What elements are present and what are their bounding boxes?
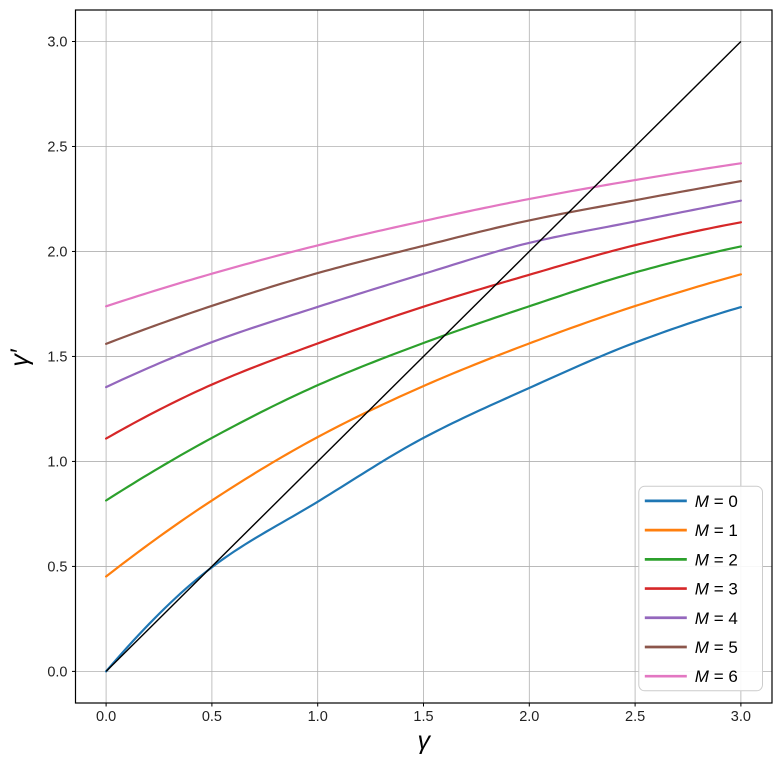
svg-text:M = 4: M = 4	[695, 609, 738, 628]
svg-text:γ: γ	[418, 727, 432, 755]
svg-text:M = 6: M = 6	[695, 667, 738, 686]
svg-text:0.0: 0.0	[47, 664, 67, 680]
svg-text:2.0: 2.0	[519, 709, 539, 725]
svg-text:2.5: 2.5	[625, 709, 645, 725]
svg-text:0.5: 0.5	[202, 709, 222, 725]
svg-text:1.5: 1.5	[413, 709, 433, 725]
svg-text:3.0: 3.0	[47, 35, 67, 51]
svg-text:0.0: 0.0	[96, 709, 116, 725]
svg-text:1.5: 1.5	[47, 349, 67, 365]
svg-text:M = 2: M = 2	[695, 550, 738, 569]
svg-text:γ′: γ′	[6, 348, 34, 367]
svg-text:M = 3: M = 3	[695, 580, 738, 599]
svg-text:2.0: 2.0	[47, 244, 67, 260]
svg-text:2.5: 2.5	[47, 139, 67, 155]
svg-text:1.0: 1.0	[308, 709, 328, 725]
svg-text:M = 5: M = 5	[695, 638, 738, 657]
svg-text:1.0: 1.0	[47, 454, 67, 470]
svg-text:3.0: 3.0	[731, 709, 751, 725]
svg-text:M = 1: M = 1	[695, 521, 738, 540]
svg-text:0.5: 0.5	[47, 559, 67, 575]
svg-text:M = 0: M = 0	[695, 492, 738, 511]
